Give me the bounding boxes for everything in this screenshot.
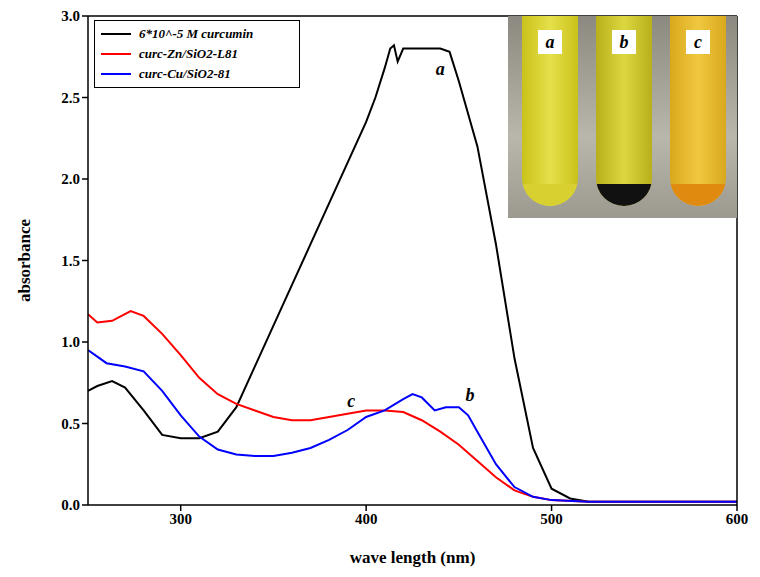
svg-text:3.0: 3.0: [61, 8, 80, 24]
svg-text:500: 500: [540, 511, 563, 527]
svg-text:0.0: 0.0: [61, 497, 80, 513]
svg-text:2.0: 2.0: [61, 171, 80, 187]
svg-text:2.5: 2.5: [61, 90, 80, 106]
html-text:curc-Cu/SiO2-81: curc-Cu/SiO2-81: [139, 66, 231, 81]
html-text:6*10^-5 M curcumin: 6*10^-5 M curcumin: [139, 26, 254, 41]
svg-text:a: a: [436, 59, 445, 79]
svg-text:300: 300: [169, 511, 192, 527]
svg-text:b: b: [465, 385, 474, 405]
html-text:b: b: [619, 32, 629, 52]
svg-text:1.0: 1.0: [61, 334, 80, 350]
html-text:c: c: [694, 32, 702, 52]
html-text:a: a: [545, 32, 555, 52]
svg-text:1.5: 1.5: [61, 253, 80, 269]
svg-text:wave length (nm): wave length (nm): [350, 548, 476, 567]
svg-text:600: 600: [726, 511, 749, 527]
svg-text:absorbance: absorbance: [15, 218, 34, 302]
svg-text:400: 400: [355, 511, 378, 527]
html-text:curc-Zn/SiO2-L81: curc-Zn/SiO2-L81: [139, 46, 238, 61]
svg-text:c: c: [347, 391, 355, 411]
svg-text:0.5: 0.5: [61, 416, 80, 432]
